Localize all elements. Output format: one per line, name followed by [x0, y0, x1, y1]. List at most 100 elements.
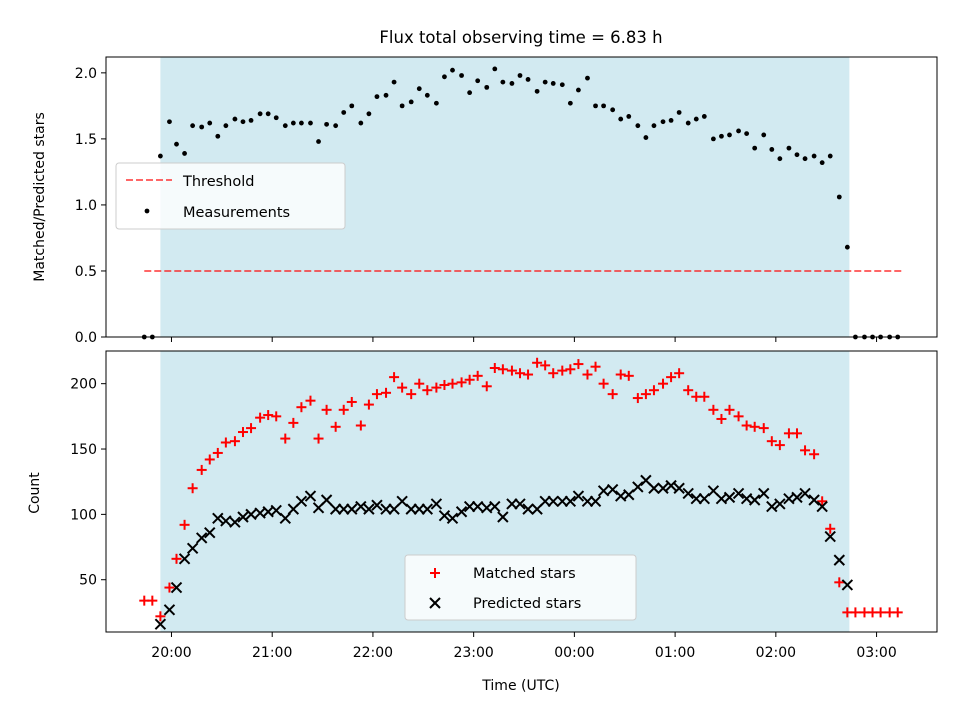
x-tick-label: 02:00	[756, 645, 796, 661]
matched-point	[540, 360, 551, 371]
matched-point	[582, 369, 593, 380]
measurement-point	[685, 120, 691, 126]
matched-point	[288, 417, 299, 428]
chart-title: Flux total observing time = 6.83 h	[379, 28, 662, 47]
legend-measurements-label: Measurements	[183, 205, 290, 221]
matched-point	[708, 404, 719, 415]
matched-point	[825, 523, 836, 534]
matched-point	[321, 404, 332, 415]
measurement-point	[601, 103, 606, 109]
measurement-point	[710, 136, 716, 142]
predicted-point	[363, 503, 375, 515]
predicted-point	[195, 532, 208, 544]
matched-point	[246, 423, 257, 434]
measurement-point	[349, 103, 355, 109]
predicted-point	[220, 515, 232, 527]
predicted-point	[438, 509, 451, 522]
measurement-point	[358, 120, 364, 126]
matched-point	[733, 411, 744, 422]
ratio-y-axis-ticks: 0.0 0.5 1.0 1.5 2.0	[75, 66, 106, 346]
x-tick-label: 21:00	[252, 645, 292, 661]
measurement-point	[484, 84, 490, 90]
matched-point	[523, 369, 534, 380]
ratio-series	[141, 66, 902, 340]
measurement-point	[459, 73, 464, 78]
matched-point	[834, 577, 845, 588]
measurement-point	[626, 114, 632, 119]
measurement-point	[761, 132, 767, 138]
ratio-legend-box	[115, 162, 346, 230]
predicted-point	[455, 506, 468, 518]
matched-point	[598, 378, 609, 389]
measurement-point	[635, 123, 641, 129]
matched-point	[338, 404, 349, 415]
matched-point	[623, 370, 634, 381]
predicted-point	[279, 512, 292, 525]
measurement-point	[399, 103, 405, 109]
matched-point	[791, 428, 802, 439]
matched-point	[674, 368, 685, 379]
predicted-point	[304, 490, 317, 502]
ratio-y-axis-label: Matched/Predicted stars	[32, 112, 48, 282]
y-tick-label: 2.0	[75, 66, 97, 82]
matched-point	[749, 421, 760, 432]
legend-matched-swatch	[430, 568, 440, 578]
matched-point	[766, 436, 777, 447]
matched-point	[296, 402, 307, 413]
measurement-point	[509, 81, 515, 86]
matched-point	[875, 607, 886, 618]
measurement-point	[660, 119, 666, 125]
predicted-point	[355, 500, 367, 513]
x-tick-label: 03:00	[856, 645, 896, 661]
y-tick-label: 1.0	[75, 198, 97, 214]
count-legend: Matched stars Predicted stars	[404, 554, 637, 621]
matched-point	[716, 413, 727, 424]
predicted-point	[371, 499, 383, 511]
measurement-point	[701, 114, 707, 119]
matched-point	[330, 421, 341, 432]
predicted-point	[396, 495, 408, 508]
matched-point	[590, 361, 601, 372]
measurement-point	[802, 156, 808, 162]
predicted-point	[673, 482, 685, 494]
predicted-point	[547, 495, 559, 508]
predicted-point	[698, 492, 711, 505]
y-tick-label: 0.5	[75, 264, 97, 280]
matched-point	[346, 396, 357, 407]
predicted-point	[824, 530, 836, 543]
matched-point	[196, 464, 207, 475]
measurement-point	[786, 145, 792, 151]
matched-point	[464, 374, 475, 385]
matched-point	[683, 385, 694, 396]
matched-point	[809, 449, 820, 460]
matched-point	[229, 436, 240, 447]
x-tick-label: 01:00	[655, 645, 695, 661]
measurement-point	[215, 133, 221, 139]
measurement-point	[248, 117, 254, 123]
predicted-point	[170, 581, 183, 594]
count-axes-frame	[105, 350, 938, 633]
ratio-x-axis-ticks	[170, 337, 878, 342]
predicted-point	[497, 511, 509, 523]
matched-point	[481, 381, 492, 392]
measurement-point	[836, 194, 842, 200]
ratio-legend: Threshold Measurements	[115, 162, 346, 230]
y-tick-label: 1.5	[75, 132, 97, 148]
matched-point	[489, 362, 500, 373]
measurement-point	[383, 92, 389, 98]
measurement-point	[651, 123, 657, 129]
predicted-point	[748, 494, 761, 506]
measurement-point	[534, 88, 540, 94]
measurement-point	[593, 103, 598, 109]
measurement-point	[190, 123, 196, 129]
matched-point	[263, 410, 274, 421]
matched-point	[741, 420, 752, 431]
measurement-point	[727, 132, 732, 138]
matched-point	[431, 382, 442, 393]
matched-point	[472, 370, 483, 381]
measurement-point	[299, 120, 304, 126]
measurement-point	[819, 160, 825, 166]
predicted-point	[833, 554, 846, 566]
matched-point	[280, 433, 291, 444]
